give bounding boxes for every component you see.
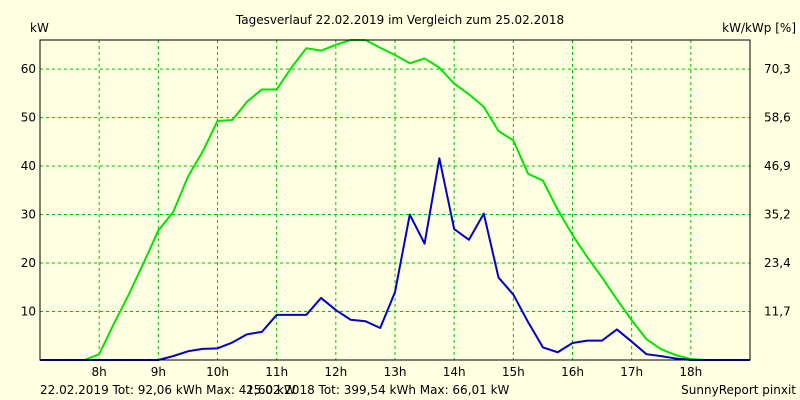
y-tick-label-right: 23,4: [764, 256, 791, 270]
y-tick-label-left: 30: [21, 208, 36, 222]
footer-brand: SunnyReport pinxit: [681, 383, 796, 397]
x-tick-label: 11h: [265, 365, 288, 379]
y-tick-label-left: 10: [21, 305, 36, 319]
tick-labels: 8h 9h 10h 11h 12h 13h 14h 15h 16h 17h 18h 10 20 30 40 5…: [21, 62, 791, 379]
y-tick-label-right: 35,2: [764, 208, 791, 222]
y-tick-label-right: 11,7: [764, 305, 791, 319]
y-tick-label-right: 46,9: [764, 159, 791, 173]
y-axis-label-right: kW/kWp [%]: [722, 21, 796, 35]
x-tick-label: 15h: [502, 365, 525, 379]
x-tick-label: 13h: [384, 365, 407, 379]
y-tick-label-left: 50: [21, 111, 36, 125]
series-line-25-02-2018: [40, 39, 750, 361]
x-tick-label: 10h: [206, 365, 229, 379]
y-tick-label-right: 58,6: [764, 111, 791, 125]
y-tick-label-left: 20: [21, 256, 36, 270]
x-tick-label: 8h: [92, 365, 107, 379]
y-axis-label-left: kW: [30, 21, 49, 35]
x-tick-label: 18h: [679, 365, 702, 379]
plot-frame: [39, 39, 751, 361]
x-tick-label: 16h: [561, 365, 584, 379]
gridlines: [40, 40, 750, 360]
x-tick-label: 9h: [151, 365, 166, 379]
y-tick-label-right: 70,3: [764, 62, 791, 76]
y-tick-label-left: 40: [21, 159, 36, 173]
footer-series-1-summary: 22.02.2019 Tot: 92,06 kWh Max: 41,60 kW: [40, 383, 296, 397]
x-tick-label: 12h: [324, 365, 347, 379]
footer-series-2-summary: 25.02.2018 Tot: 399,54 kWh Max: 66,01 kW: [246, 383, 510, 397]
x-tick-label: 17h: [620, 365, 643, 379]
x-tick-label: 14h: [443, 365, 466, 379]
y-tick-label-left: 60: [21, 62, 36, 76]
chart-title: Tagesverlauf 22.02.2019 im Vergleich zum…: [235, 13, 564, 27]
